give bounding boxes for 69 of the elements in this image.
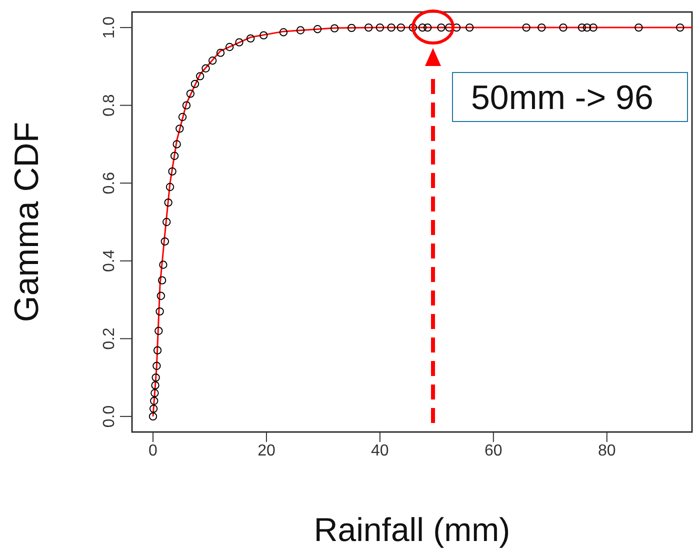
- point: [154, 326, 163, 335]
- point: [166, 182, 174, 192]
- point: [186, 90, 195, 98]
- point: [151, 381, 160, 390]
- point: [168, 167, 176, 176]
- point: [387, 23, 396, 32]
- point: [178, 112, 187, 122]
- point: [330, 24, 339, 32]
- point: [149, 404, 158, 413]
- point: [676, 23, 684, 32]
- point: [246, 34, 255, 43]
- point: [162, 218, 171, 226]
- point: [190, 80, 200, 88]
- y-tick-label: 0.8: [101, 94, 118, 116]
- point: [216, 48, 225, 57]
- point: [170, 152, 179, 160]
- point: [260, 31, 268, 40]
- point: [279, 28, 288, 36]
- x-tick-label: 40: [371, 442, 389, 460]
- point: [465, 23, 474, 32]
- point: [538, 23, 546, 32]
- point: [202, 64, 210, 72]
- point: [150, 389, 159, 398]
- x-tick-label: 60: [484, 442, 502, 460]
- point: [376, 23, 384, 32]
- point: [156, 292, 166, 300]
- point: [153, 346, 162, 354]
- point: [156, 307, 164, 316]
- x-tick-label: 0: [148, 442, 158, 460]
- point: [196, 72, 204, 80]
- point: [424, 23, 432, 32]
- point: [364, 23, 373, 32]
- point: [235, 38, 244, 46]
- point: [208, 56, 217, 65]
- y-tick-label: 0.6: [101, 172, 118, 194]
- point: [634, 23, 643, 32]
- point: [225, 42, 234, 52]
- point: [396, 23, 406, 32]
- point: [559, 23, 568, 32]
- point: [176, 124, 184, 133]
- y-tick-label: 0.0: [101, 405, 118, 428]
- point: [150, 396, 158, 405]
- point: [160, 237, 170, 246]
- y-tick-label: 0.2: [101, 327, 118, 350]
- point: [158, 276, 166, 284]
- point: [182, 101, 191, 110]
- point: [164, 198, 172, 207]
- point: [408, 23, 417, 32]
- x-tick-label: 80: [598, 442, 616, 460]
- point: [159, 260, 168, 269]
- point: [148, 412, 158, 421]
- point: [313, 25, 322, 34]
- point: [437, 23, 446, 32]
- y-tick-label: 0.4: [101, 250, 118, 272]
- point: [296, 26, 305, 34]
- x-axis-title: Rainfall (mm): [314, 511, 510, 548]
- y-axis-title: Gamma CDF: [8, 122, 46, 322]
- x-tick-label: 20: [258, 442, 276, 460]
- point: [152, 373, 160, 382]
- point: [152, 362, 161, 370]
- point: [172, 140, 181, 148]
- annotation: 50mm -> 96: [452, 72, 688, 122]
- point: [522, 23, 530, 32]
- point: [418, 23, 427, 32]
- point: [589, 23, 598, 32]
- point: [582, 23, 592, 32]
- y-tick-label: 1.0: [101, 16, 118, 39]
- point: [347, 24, 356, 32]
- point: [578, 23, 586, 32]
